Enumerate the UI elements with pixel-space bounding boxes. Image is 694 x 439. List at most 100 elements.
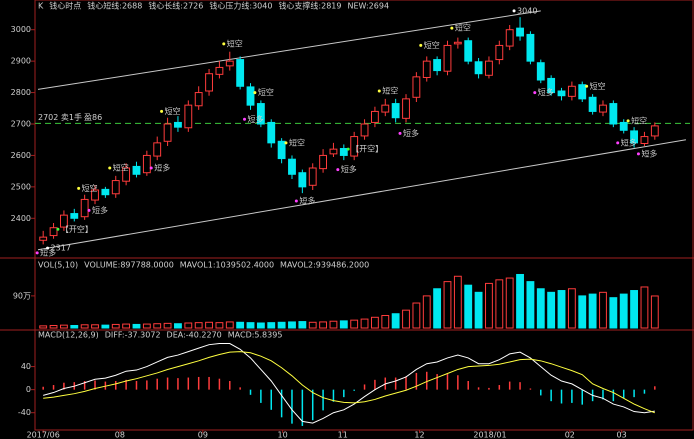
annotation-dot: [77, 186, 81, 190]
volume-bar: [329, 320, 338, 329]
candle-body: [111, 180, 120, 195]
candle-body: [205, 73, 213, 92]
annotation-dot: [284, 141, 288, 145]
volume-bar: [205, 321, 213, 329]
plot-frame: [34, 0, 694, 431]
x-tick-label: 2017/06: [27, 431, 60, 439]
header-text: DIFF:-37.3072: [105, 331, 161, 340]
volume-bar: [225, 321, 234, 329]
candle-body: [485, 60, 493, 76]
volume-bar: [246, 322, 255, 329]
candle-body: [194, 92, 203, 107]
candle-body: [59, 214, 68, 228]
annotation: 短多: [299, 196, 315, 206]
annotation: 短空: [82, 183, 98, 193]
header-text: MAVOL1:1039502.4000: [180, 261, 274, 270]
header-text: MACD:5.8395: [228, 331, 283, 340]
y-tick-label: 2800: [11, 88, 31, 97]
annotation: 短空: [289, 137, 305, 147]
candle-body: [443, 44, 452, 72]
volume-bar: [132, 323, 141, 329]
candle-body: [101, 188, 110, 196]
candle-body: [402, 98, 410, 119]
candle-body: [453, 41, 462, 45]
volume-bar: [391, 313, 400, 329]
volume-bar: [236, 321, 245, 329]
x-tick-label: 03: [617, 431, 627, 439]
annotation: 短空: [424, 40, 440, 50]
annotation: 短空: [455, 23, 471, 33]
trend-line: [37, 10, 541, 90]
candle-body: [547, 77, 556, 94]
volume-bar: [433, 288, 442, 329]
volume-bar: [505, 277, 514, 329]
candle-body: [433, 59, 442, 72]
volume-bar: [153, 323, 162, 329]
x-tick-label: 02: [565, 431, 575, 439]
y-tick-label: 2600: [11, 151, 31, 160]
volume-bar: [111, 323, 120, 329]
annotation-dot: [533, 91, 537, 95]
candle-body: [256, 103, 265, 125]
annotation-dot: [419, 43, 423, 47]
volume-bar: [578, 295, 587, 329]
annotation-dot: [512, 9, 516, 13]
annotation-dot: [87, 208, 91, 212]
annotation: 短多: [40, 247, 56, 257]
volume-bar: [495, 279, 504, 329]
volume-bar: [474, 291, 483, 329]
annotation: 短空: [631, 115, 647, 125]
y-tick-label: 40: [21, 362, 31, 371]
volume-bar: [350, 319, 359, 329]
volume-bar: [630, 290, 639, 329]
candle-body: [422, 60, 431, 78]
header-text: 钱心短线:2688: [87, 1, 142, 11]
annotation-dot: [398, 131, 402, 135]
volume-bar: [402, 309, 410, 329]
volume-bar: [588, 293, 597, 329]
volume-bar: [547, 291, 556, 329]
volume-bar: [360, 318, 369, 329]
volume-bar: [215, 322, 224, 329]
candle-body: [174, 121, 182, 128]
candle-body: [122, 167, 131, 182]
y-tick-label: 0: [26, 385, 31, 394]
candle-body: [277, 140, 286, 160]
header-text: MAVOL2:939486.2000: [280, 261, 369, 270]
volume-bar: [464, 284, 473, 329]
volume-bar: [91, 324, 99, 329]
volume-bar: [70, 325, 79, 329]
annotation-dot: [222, 42, 226, 46]
candle-body: [39, 236, 48, 241]
candle-body: [495, 44, 504, 61]
header-text: DEA:-40.2270: [167, 331, 222, 340]
volume-bar: [256, 322, 265, 329]
candle-body: [308, 167, 317, 186]
position-profit: 盈86: [84, 113, 102, 122]
candle-body: [319, 154, 328, 170]
header-text: NEW:2694: [348, 2, 390, 11]
volume-bar: [536, 288, 545, 329]
x-tick-label: 08: [115, 431, 125, 439]
volume-bar: [526, 281, 535, 329]
annotation: 短多: [154, 163, 170, 173]
annotation-dot: [616, 141, 620, 145]
annotation: 【开空】: [61, 224, 93, 234]
candle-body: [588, 96, 597, 112]
annotation: 短多: [341, 164, 357, 174]
volume-bar: [174, 323, 182, 329]
header-text: VOLUME:897788.0000: [84, 261, 174, 270]
annotation: 短多: [641, 148, 657, 158]
annotation-dot: [294, 199, 298, 203]
volume-bar: [557, 290, 566, 329]
header-text: 钱心时点: [49, 1, 81, 11]
annotation: 短多: [403, 128, 419, 138]
candle-body: [215, 66, 224, 75]
annotation: 短空: [590, 81, 606, 91]
volume-bar: [619, 293, 628, 329]
candle-body: [526, 33, 535, 62]
annotation: 短空: [258, 87, 274, 97]
x-tick-label: 09: [198, 431, 208, 439]
annotation-dot: [108, 166, 112, 170]
annotation-dot: [636, 152, 640, 156]
